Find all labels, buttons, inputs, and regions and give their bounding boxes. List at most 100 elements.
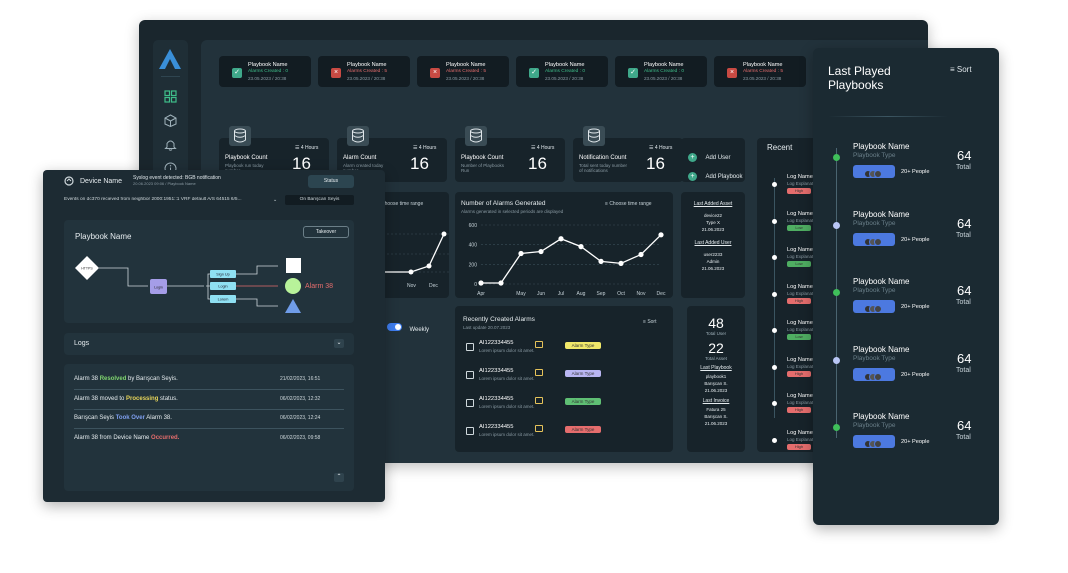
playbook-status-card[interactable]: × Playbook Name Alarms Created : 5 23.05… — [318, 56, 410, 87]
playbook-status-card[interactable]: × Playbook Name Alarms Created : 5 23.05… — [714, 56, 806, 87]
log-entry: Alarm 38 from Device Name Occurred. 06/0… — [74, 434, 321, 441]
played-playbook-item[interactable]: Playbook Name Playbook Type 20+ People 6… — [813, 275, 999, 335]
chart-point — [441, 231, 447, 237]
timeline-dot — [772, 437, 777, 443]
x-tick-label: Apr — [477, 291, 485, 297]
signup-node — [210, 270, 236, 278]
avatar — [874, 170, 882, 178]
alarm-row[interactable]: AI122334455 Lorem ipsum dolor sit amet. … — [455, 366, 673, 392]
timeline-dot — [833, 356, 840, 364]
alarm-row[interactable]: AI122334455 Lorem ipsum dolor sit amet. … — [455, 394, 673, 420]
alarm-row[interactable]: AI122334455 Lorem ipsum dolor sit amet. … — [455, 338, 673, 364]
svg-text:Sign Up: Sign Up — [216, 273, 230, 277]
svg-text:HTTPS: HTTPS — [81, 267, 93, 271]
image-icon — [535, 425, 543, 432]
x-tick-label: Dec — [657, 291, 666, 297]
recent-log-item[interactable]: Log Name Log Explanation High — [757, 428, 877, 462]
chevron-down-icon[interactable]: ⌄ — [273, 197, 278, 203]
played-playbook-item[interactable]: Playbook Name Playbook Type 20+ People 6… — [813, 410, 999, 470]
chart-point — [408, 269, 414, 275]
device-window: Device Name Syslog event detected: BGB n… — [43, 170, 385, 502]
stat-card: ☰ 4 Hours Playbook Count Number of Playb… — [455, 126, 565, 182]
recent-log-item[interactable]: Log Name Log Explanation High — [757, 282, 877, 316]
recent-log-item[interactable]: Log Name Log Explanation High — [757, 355, 877, 389]
chart-subtitle: Alarms generated in selected periods are… — [461, 209, 564, 214]
chevron-up-icon[interactable]: ⌃ — [334, 473, 344, 482]
log-entry: Alarm 38 moved to Processing status. 06/… — [74, 392, 344, 410]
chart-point — [658, 232, 664, 238]
assignee-select[interactable]: On Barışcan Seyis — [285, 195, 354, 205]
sort-button[interactable]: ≡ Sort — [950, 65, 972, 74]
playbook-status-card[interactable]: ✓ Playbook Name Alarms Created : 0 23.05… — [516, 56, 608, 87]
bell-icon[interactable] — [164, 138, 177, 151]
weekly-toggle[interactable]: Weekly — [387, 318, 429, 336]
timeline-dot — [772, 182, 777, 187]
last-played-panel: Last Played Playbooks ≡ Sort Playbook Na… — [813, 48, 999, 525]
close-icon: × — [727, 68, 737, 78]
stat-card: ☰ 4 Hours Notification Count Total sent … — [573, 126, 683, 182]
timeline-dot — [833, 154, 840, 161]
recent-log-item[interactable]: Log Name Log Explanation Low — [757, 318, 877, 352]
chart-point — [558, 236, 564, 242]
svg-text:Lorem: Lorem — [218, 298, 229, 302]
timeline-dot — [833, 289, 840, 296]
played-playbook-item[interactable]: Playbook Name Playbook Type 20+ People 6… — [813, 343, 999, 403]
time-range-dropdown[interactable]: ≡ Choose time range — [605, 201, 652, 207]
timeline-dot — [833, 221, 840, 229]
timeline-dot — [772, 364, 777, 370]
timeline-dot — [833, 424, 840, 431]
logs-panel: Alarm 38 Resolved by Barışcan Seyis. 21/… — [64, 364, 354, 491]
recent-alarms-card: Recently Created Alarms Last update 20.0… — [455, 306, 673, 452]
played-playbook-item[interactable]: Playbook Name Playbook Type 20+ People 6… — [813, 208, 999, 268]
x-tick-label: Nov — [637, 291, 646, 297]
svg-text:Alarm 38: Alarm 38 — [305, 283, 333, 290]
chart-point — [538, 248, 544, 255]
people-avatars — [853, 367, 895, 381]
database-icon — [347, 126, 369, 146]
image-icon — [535, 369, 543, 376]
dashboard-icon[interactable] — [164, 90, 177, 103]
alarms-line-chart: 0 200 400 600 Apr May Jun Jul Aug Sep Oct Nov Dec — [469, 223, 666, 297]
status-button[interactable]: Status — [308, 175, 354, 188]
plus-icon: + — [688, 153, 697, 162]
time-range-label[interactable]: Choose time range — [381, 201, 424, 207]
timeline-dot — [772, 218, 777, 224]
playbook-status-card[interactable]: ✓ Playbook Name Alarms Created : 0 23.05… — [219, 56, 311, 87]
recent-log-item[interactable]: Log Name Log Explanation High — [757, 172, 877, 206]
playbook-status-card[interactable]: ✓ Playbook Name Alarms Created : 0 23.05… — [615, 56, 707, 87]
played-playbook-item[interactable]: Playbook Name Playbook Type 20+ People 6… — [813, 140, 999, 200]
recent-log-item[interactable]: Log Name Log Explanation High — [757, 391, 877, 425]
sort-button[interactable]: ≡ Sort — [643, 319, 657, 325]
avatar — [874, 440, 882, 448]
playbook-status-card[interactable]: × Playbook Name Alarms Created : 5 23.05… — [417, 56, 509, 87]
svg-text:Login: Login — [154, 286, 163, 290]
plus-icon: + — [688, 172, 697, 181]
y-tick-label: 200 — [469, 262, 478, 268]
device-title: Device Name — [80, 178, 123, 185]
log-entry: Alarm 38 Resolved by Barışcan Seyis. 21/… — [74, 372, 344, 390]
add-user-button[interactable]: + Add User — [688, 146, 730, 164]
add-playbook-button[interactable]: + Add Playbook — [688, 165, 742, 183]
alarm-row[interactable]: AI122334455 Lorem ipsum dolor sit amet. … — [455, 422, 673, 448]
calendar-icon — [466, 427, 474, 435]
avatar — [874, 372, 882, 381]
chevron-down-icon[interactable]: ⌄ — [334, 339, 344, 348]
people-avatars — [853, 165, 895, 178]
device-icon — [64, 176, 74, 186]
image-icon — [535, 397, 543, 404]
event-message: Events on dc370 recieved from neighbor 2… — [64, 197, 242, 202]
x-tick-label: May — [516, 291, 526, 297]
timeline-dot — [772, 401, 777, 406]
recent-log-item[interactable]: Log Name Log Explanation Low — [757, 245, 877, 279]
totals-card: 48 Total User 22 Total Asset Last Playbo… — [687, 306, 745, 452]
log-entry: Barışcan Seyis Took Over Alarm 38. 06/02… — [74, 411, 344, 429]
x-tick-label: Dec — [429, 283, 438, 289]
avatar — [874, 305, 882, 313]
check-icon: ✓ — [232, 68, 242, 78]
takeover-button[interactable]: Takeover — [303, 226, 349, 238]
box-icon — [466, 343, 474, 351]
logs-header[interactable]: Logs ⌄ — [64, 333, 354, 355]
x-tick-label: Aug — [577, 291, 586, 297]
recent-log-item[interactable]: Log Name Log Explanation Low — [757, 209, 877, 243]
cube-icon[interactable] — [164, 114, 177, 127]
